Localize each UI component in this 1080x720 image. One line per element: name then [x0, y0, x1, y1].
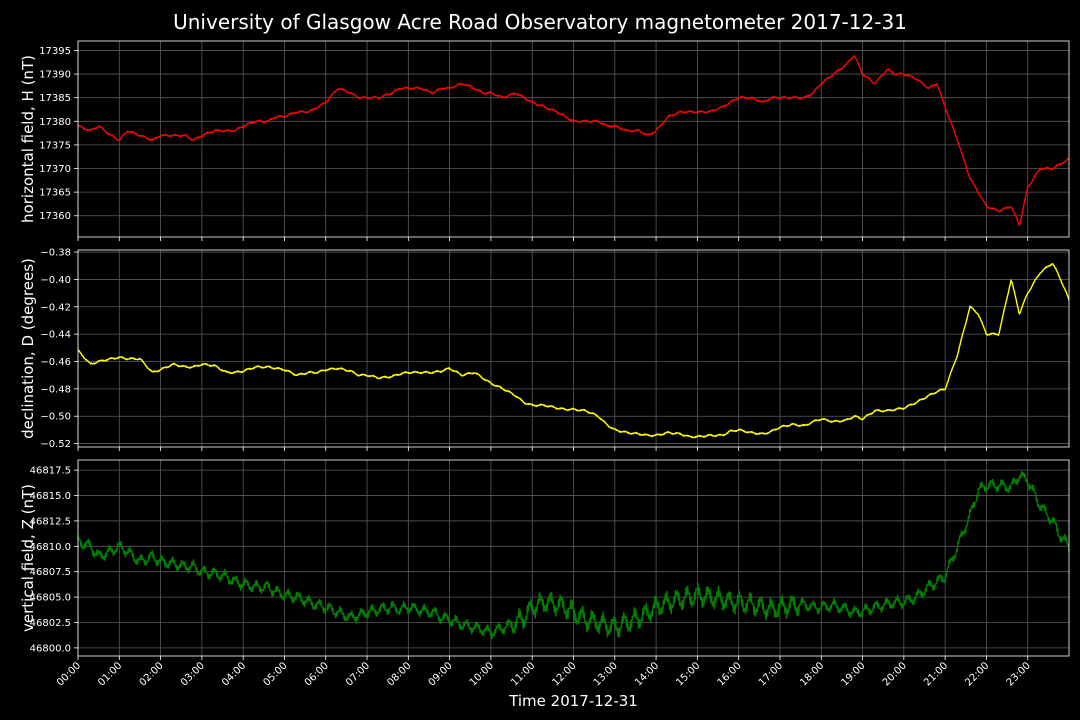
declination-y-tick-label: −0.42	[40, 302, 71, 313]
x-tick-label: 07:00	[344, 660, 372, 688]
x-tick-label: 11:00	[509, 660, 537, 688]
vertical-field-y-tick-label: 46805.0	[30, 593, 71, 604]
declination-y-tick-label: −0.50	[40, 412, 71, 423]
declination-y-tick-label: −0.44	[40, 330, 71, 341]
horizontal-field-y-axis-label: horizontal field, H (nT)	[19, 55, 37, 223]
vertical-field-axes-frame	[77, 459, 1070, 657]
x-tick-label: 22:00	[963, 660, 991, 688]
chart-panels: 17360 17365 17370 17375 17380 17385 17390 17395…	[19, 40, 1070, 660]
horizontal-field-y-tick-label: 17375	[39, 140, 71, 151]
declination-series-line	[77, 263, 1070, 439]
x-tick-label: 03:00	[179, 660, 207, 688]
x-tick-label: 13:00	[592, 660, 620, 688]
x-tick-label: 20:00	[881, 660, 909, 688]
declination-y-tick-label: −0.38	[40, 248, 71, 259]
x-tick-label: 09:00	[427, 660, 455, 688]
x-tick-label: 12:00	[550, 660, 578, 688]
horizontal-field-y-tick-label: 17395	[39, 46, 71, 57]
horizontal-field-y-tick-label: 17360	[39, 211, 71, 222]
x-tick-label: 15:00	[674, 660, 702, 688]
vertical-field-y-tick-label: 46802.5	[30, 618, 71, 629]
horizontal-field-y-tick-label: 17390	[39, 70, 71, 81]
horizontal-field-axes-frame	[77, 40, 1070, 238]
horizontal-field-panel: 17360 17365 17370 17375 17380 17385 17390 17395…	[19, 40, 1070, 241]
x-tick-label: 10:00	[468, 660, 496, 688]
x-axis-label: Time 2017-12-31	[508, 692, 638, 710]
vertical-field-y-tick-label: 46812.5	[30, 516, 71, 527]
declination-y-tick-label: −0.52	[40, 439, 71, 450]
horizontal-field-y-tick-label: 17365	[39, 188, 71, 199]
vertical-field-y-tick-label: 46810.0	[30, 542, 71, 553]
x-tick-label: 21:00	[922, 660, 950, 688]
x-tick-label: 08:00	[385, 660, 413, 688]
horizontal-field-y-tick-label: 17380	[39, 117, 71, 128]
x-tick-labels: 00:00 01:00 02:00 03:00 04:00 05:00 06:00 07:00…	[55, 660, 1033, 688]
x-tick-label: 04:00	[220, 660, 248, 688]
x-tick-label: 18:00	[798, 660, 826, 688]
vertical-field-panel: 46800.0 46802.5 46805.0 46807.5 46810.0 46812…	[19, 459, 1070, 660]
x-tick-label: 17:00	[757, 660, 785, 688]
x-tick-label: 01:00	[96, 660, 124, 688]
vertical-field-y-tick-label: 46807.5	[30, 567, 71, 578]
x-tick-label: 06:00	[303, 660, 331, 688]
declination-y-tick-label: −0.48	[40, 384, 71, 395]
vertical-field-series-line	[77, 470, 1070, 640]
x-tick-label: 14:00	[633, 660, 661, 688]
x-tick-label: 23:00	[1005, 660, 1033, 688]
vertical-field-y-tick-label: 46817.5	[30, 466, 71, 477]
vertical-field-y-axis-label: vertical field, Z (nT)	[19, 484, 37, 632]
x-tick-label: 02:00	[138, 660, 166, 688]
x-tick-label: 00:00	[55, 660, 83, 688]
vertical-field-y-tick-label: 46800.0	[30, 643, 71, 654]
x-tick-label: 19:00	[840, 660, 868, 688]
x-tick-label: 05:00	[261, 660, 289, 688]
horizontal-field-y-tick-label: 17370	[39, 164, 71, 175]
horizontal-field-series-line	[77, 55, 1070, 227]
declination-y-axis-label: declination, D (degrees)	[19, 258, 37, 439]
x-tick-label: 16:00	[716, 660, 744, 688]
declination-y-tick-label: −0.40	[40, 275, 71, 286]
chart-title: University of Glasgow Acre Road Observat…	[173, 10, 907, 34]
declination-panel: −0.52 −0.50 −0.48 −0.46 −0.44 −0.42 −0.40 −0.38…	[19, 248, 1070, 451]
horizontal-field-y-tick-label: 17385	[39, 93, 71, 104]
vertical-field-y-tick-label: 46815.0	[30, 491, 71, 502]
declination-axes-frame	[77, 249, 1070, 448]
declination-y-tick-label: −0.46	[40, 357, 71, 368]
